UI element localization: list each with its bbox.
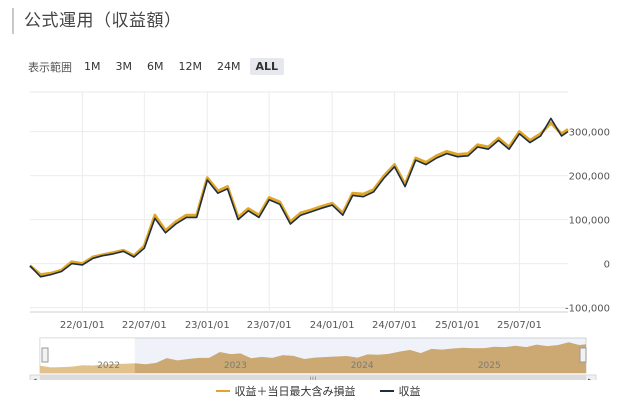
range-3m-button[interactable]: 3M — [115, 60, 133, 73]
range-selector: 表示範囲 1M 3M 6M 12M 24M ALL — [28, 58, 287, 75]
x-tick-label: 24/07/01 — [372, 320, 417, 331]
legend-gold-swatch — [215, 390, 230, 392]
legend-item-navy[interactable]: 収益 — [379, 383, 421, 399]
range-all-button[interactable]: ALL — [249, 58, 285, 75]
range-1m-button[interactable]: 1M — [84, 60, 101, 73]
navigator-year-label: 2022 — [97, 361, 120, 371]
range-6m-button[interactable]: 6M — [147, 60, 164, 73]
x-tick-label: 25/07/01 — [497, 320, 542, 331]
legend-gold-label: 収益＋当日最大含み損益 — [234, 385, 356, 398]
navigator-year-label: 2024 — [351, 361, 374, 371]
range-label: 表示範囲 — [28, 60, 72, 74]
y-tick-label: -100,000 — [565, 304, 610, 315]
page-title: 公式運用（収益額） — [24, 11, 182, 31]
x-tick-label: 25/01/01 — [435, 320, 480, 331]
series-lines — [29, 117, 569, 278]
x-tick-label: 24/01/01 — [310, 320, 355, 331]
page-title-bar: 公式運用（収益額） — [12, 8, 182, 34]
navigator-selection — [134, 338, 586, 373]
range-12m-button[interactable]: 12M — [178, 60, 203, 73]
legend-item-gold[interactable]: 収益＋当日最大含み損益 — [215, 383, 356, 399]
navigator-right-handle — [579, 347, 587, 363]
y-axis-ticks: 300,000 200,000 100,000 0 -100,000 — [565, 128, 610, 315]
navigator-outside — [40, 338, 135, 373]
scroll-right-arrow-icon: ▸ — [588, 376, 592, 380]
navigator-area — [40, 342, 586, 373]
legend-navy-label: 収益 — [398, 385, 421, 398]
scrollbar-thumb — [40, 375, 586, 380]
navigator-year-label: 2023 — [224, 361, 247, 371]
x-axis-ticks: 22/01/01 22/07/01 23/01/01 23/07/01 24/01/01… — [60, 320, 542, 331]
navigator-left-handle — [41, 347, 49, 363]
navigator[interactable]: 2022 2023 2024 2025 ◂ ▸ ||| — [29, 337, 597, 380]
x-tick-label: 23/07/01 — [247, 320, 292, 331]
x-tick-label: 23/01/01 — [185, 320, 230, 331]
x-tick-label: 22/07/01 — [122, 320, 167, 331]
x-tick-label: 22/01/01 — [60, 320, 105, 331]
series-line-gold — [29, 121, 569, 277]
scroll-left-arrow-icon: ◂ — [33, 376, 37, 380]
legend-navy-swatch — [379, 390, 394, 392]
y-tick-label: 300,000 — [569, 128, 610, 139]
y-tick-label: 0 — [604, 260, 610, 271]
range-24m-button[interactable]: 24M — [217, 60, 241, 73]
navigator-year-label: 2025 — [478, 361, 501, 371]
y-tick-label: 100,000 — [569, 216, 610, 227]
y-tick-label: 200,000 — [569, 172, 610, 183]
scrollbar-grip-icon: ||| — [309, 376, 316, 380]
grid — [30, 91, 568, 313]
series-line-navy — [29, 117, 569, 278]
legend: 収益＋当日最大含み損益 収益 — [0, 383, 636, 399]
